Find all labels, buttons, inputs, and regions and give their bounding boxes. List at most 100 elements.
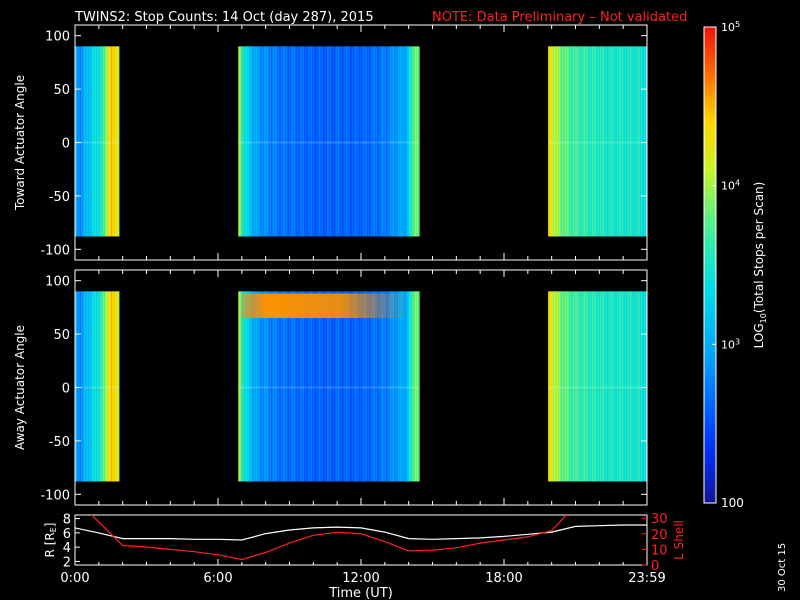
toward-heatmap-column: [272, 46, 274, 237]
toward-heatmap-column: [318, 46, 320, 237]
toward-heatmap-column: [300, 46, 302, 237]
away-heatmap-column: [382, 291, 384, 482]
away-heatmap-column: [283, 291, 285, 482]
away-heatmap-column: [409, 291, 411, 482]
away-heatmap-column: [299, 291, 301, 482]
toward-heatmap-column: [609, 46, 611, 237]
toward-heatmap-column: [312, 46, 314, 237]
toward-heatmap-column: [397, 46, 399, 237]
toward-heatmap-column: [613, 46, 615, 237]
toward-heatmap-column: [347, 46, 349, 237]
toward-heatmap-column: [97, 46, 99, 237]
toward-heatmap: [75, 46, 648, 237]
toward-heatmap-column: [359, 46, 361, 237]
toward-heatmap-column: [251, 46, 253, 237]
away-heatmap-column: [254, 291, 256, 482]
away-heatmap-column: [249, 291, 251, 482]
away-heatmap-column: [556, 291, 558, 482]
toward-heatmap-column: [271, 46, 273, 237]
away-heatmap-column: [306, 291, 308, 482]
toward-heatmap-column: [325, 46, 327, 237]
toward-heatmap-column: [385, 46, 387, 237]
toward-heatmap-column: [376, 46, 378, 237]
toward-heatmap-column: [114, 46, 116, 237]
away-heatmap-column: [407, 291, 409, 482]
away-heatmap-column: [316, 291, 318, 482]
toward-heatmap-column: [404, 46, 406, 237]
away-plot-frame: [74, 269, 648, 506]
away-heatmap-column: [83, 291, 85, 482]
away-heatmap-column: [361, 291, 363, 482]
r-distance-line: [75, 524, 647, 541]
away-heatmap-column: [561, 291, 563, 482]
toward-heatmap-column: [75, 46, 77, 237]
toward-heatmap-column: [276, 46, 278, 237]
colorbar-label: LOG10(Total Stops per Scan): [752, 182, 768, 349]
away-heatmap-column: [108, 291, 110, 482]
away-heatmap-column: [417, 291, 419, 482]
toward-heatmap-column: [290, 46, 292, 237]
away-heatmap-column: [573, 291, 575, 482]
away-heatmap-column: [104, 291, 106, 482]
toward-heatmap-column: [117, 46, 119, 237]
toward-heatmap-column: [575, 46, 577, 237]
away-heatmap-column: [261, 291, 263, 482]
toward-heatmap-column: [627, 46, 629, 237]
toward-heatmap-column: [395, 46, 397, 237]
toward-heatmap-column: [319, 46, 321, 237]
away-heatmap-column: [242, 291, 244, 482]
toward-heatmap-column: [76, 46, 78, 237]
away-heatmap-column: [618, 291, 620, 482]
toward-heatmap-column: [287, 46, 289, 237]
away-heatmap-column: [341, 291, 343, 482]
away-heatmap-column: [617, 291, 619, 482]
toward-heatmap-column: [266, 46, 268, 237]
away-ylabel: Away Actuator Angle: [13, 325, 27, 450]
toward-heatmap-column: [366, 46, 368, 237]
away-heatmap-column: [258, 291, 260, 482]
toward-heatmap-column: [331, 46, 333, 237]
toward-heatmap-column: [392, 46, 394, 237]
toward-heatmap-column: [382, 46, 384, 237]
away-heatmap-column: [372, 291, 374, 482]
colorbar-ticks: 100 103 104 105: [712, 20, 744, 510]
away-heatmap-column: [577, 291, 579, 482]
away-heatmap-column: [294, 291, 296, 482]
toward-heatmap-column: [103, 46, 105, 237]
toward-heatmap-column: [92, 46, 94, 237]
away-heatmap-column: [576, 291, 578, 482]
toward-heatmap-column: [252, 46, 254, 237]
away-heatmap-column: [287, 291, 289, 482]
away-heatmap-column: [418, 291, 420, 482]
away-heatmap-column: [354, 291, 356, 482]
away-heatmap-column: [583, 291, 585, 482]
away-heatmap-column: [613, 291, 615, 482]
toward-heatmap-column: [640, 46, 642, 237]
away-heatmap-column: [314, 291, 316, 482]
toward-heatmap-column: [360, 46, 362, 237]
away-heatmap-column: [392, 291, 394, 482]
away-heatmap-column: [92, 291, 94, 482]
away-panel: 100 50 0 -50 -100 Away Actuator Angle: [13, 269, 648, 506]
away-heatmap-column: [568, 291, 570, 482]
toward-heatmap-column: [255, 46, 257, 237]
away-heatmap-column: [269, 291, 271, 482]
toward-heatmap-column: [632, 46, 634, 237]
away-heatmap-column: [327, 291, 329, 482]
away-heatmap-column: [406, 291, 408, 482]
toward-heatmap-column: [557, 46, 559, 237]
toward-heatmap-column: [358, 46, 360, 237]
away-heatmap-column: [89, 291, 91, 482]
toward-heatmap-column: [407, 46, 409, 237]
toward-heatmap-column: [246, 46, 248, 237]
toward-ytick-label: -100: [40, 243, 70, 258]
away-heatmap-column: [90, 291, 92, 482]
away-heatmap-column: [101, 291, 103, 482]
away-heatmap-column: [395, 291, 397, 482]
away-heatmap-column: [634, 291, 636, 482]
away-heatmap-column: [302, 291, 304, 482]
x-axis-title: Time (UT): [328, 586, 393, 600]
toward-heatmap-column: [304, 46, 306, 237]
away-heatmap-column: [273, 291, 275, 482]
away-heatmap-column: [376, 291, 378, 482]
